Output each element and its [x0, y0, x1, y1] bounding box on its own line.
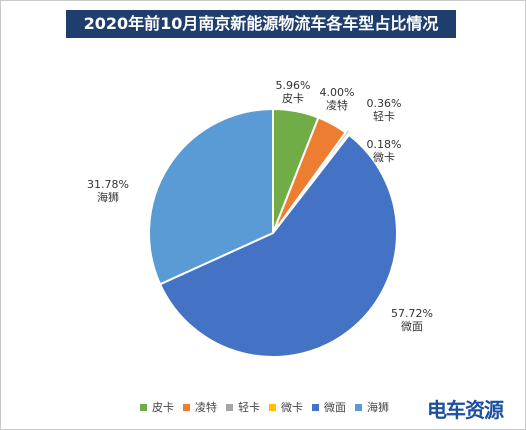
legend-label: 海狮	[367, 401, 389, 414]
legend-item: 轻卡	[226, 399, 260, 415]
slice-name-label: 微卡	[373, 150, 395, 164]
slice-percent-label: 31.78%	[87, 178, 129, 191]
slice-percent-label: 4.00%	[320, 86, 355, 99]
pie-slice-5	[158, 133, 398, 358]
chart-title: 2020年前10月南京新能源物流车各车型占比情况	[66, 10, 456, 38]
watermark-logo: 电车资源	[427, 398, 504, 422]
legend-item: 凌特	[183, 399, 217, 415]
legend-item: 微卡	[269, 399, 303, 415]
legend-item: 微面	[312, 399, 346, 415]
legend-label: 皮卡	[152, 401, 174, 414]
legend-item: 皮卡	[140, 399, 174, 415]
chart-legend: 皮卡 凌特 轻卡 微卡 微面 海狮	[140, 399, 398, 415]
slice-percent-label: 57.72%	[391, 307, 433, 320]
legend-item: 海狮	[355, 399, 389, 415]
legend-swatch	[269, 403, 276, 411]
slice-name-label: 微面	[401, 319, 423, 333]
legend-swatch	[355, 403, 362, 411]
legend-swatch	[312, 403, 319, 411]
legend-label: 微卡	[281, 401, 303, 414]
pie-slice-6	[148, 107, 274, 286]
legend-swatch	[226, 403, 233, 411]
legend-swatch	[183, 403, 190, 411]
legend-swatch	[140, 403, 147, 411]
slice-name-label: 皮卡	[282, 92, 304, 105]
slice-name-label: 凌特	[326, 98, 348, 112]
legend-label: 凌特	[195, 401, 217, 414]
slice-name-label: 轻卡	[373, 109, 395, 123]
slice-percent-label: 0.18%	[367, 138, 402, 151]
legend-label: 微面	[324, 401, 346, 414]
slice-name-label: 海狮	[97, 190, 119, 204]
legend-label: 轻卡	[238, 401, 260, 414]
slice-percent-label: 0.36%	[367, 97, 402, 110]
slice-percent-label: 5.96%	[276, 79, 311, 92]
